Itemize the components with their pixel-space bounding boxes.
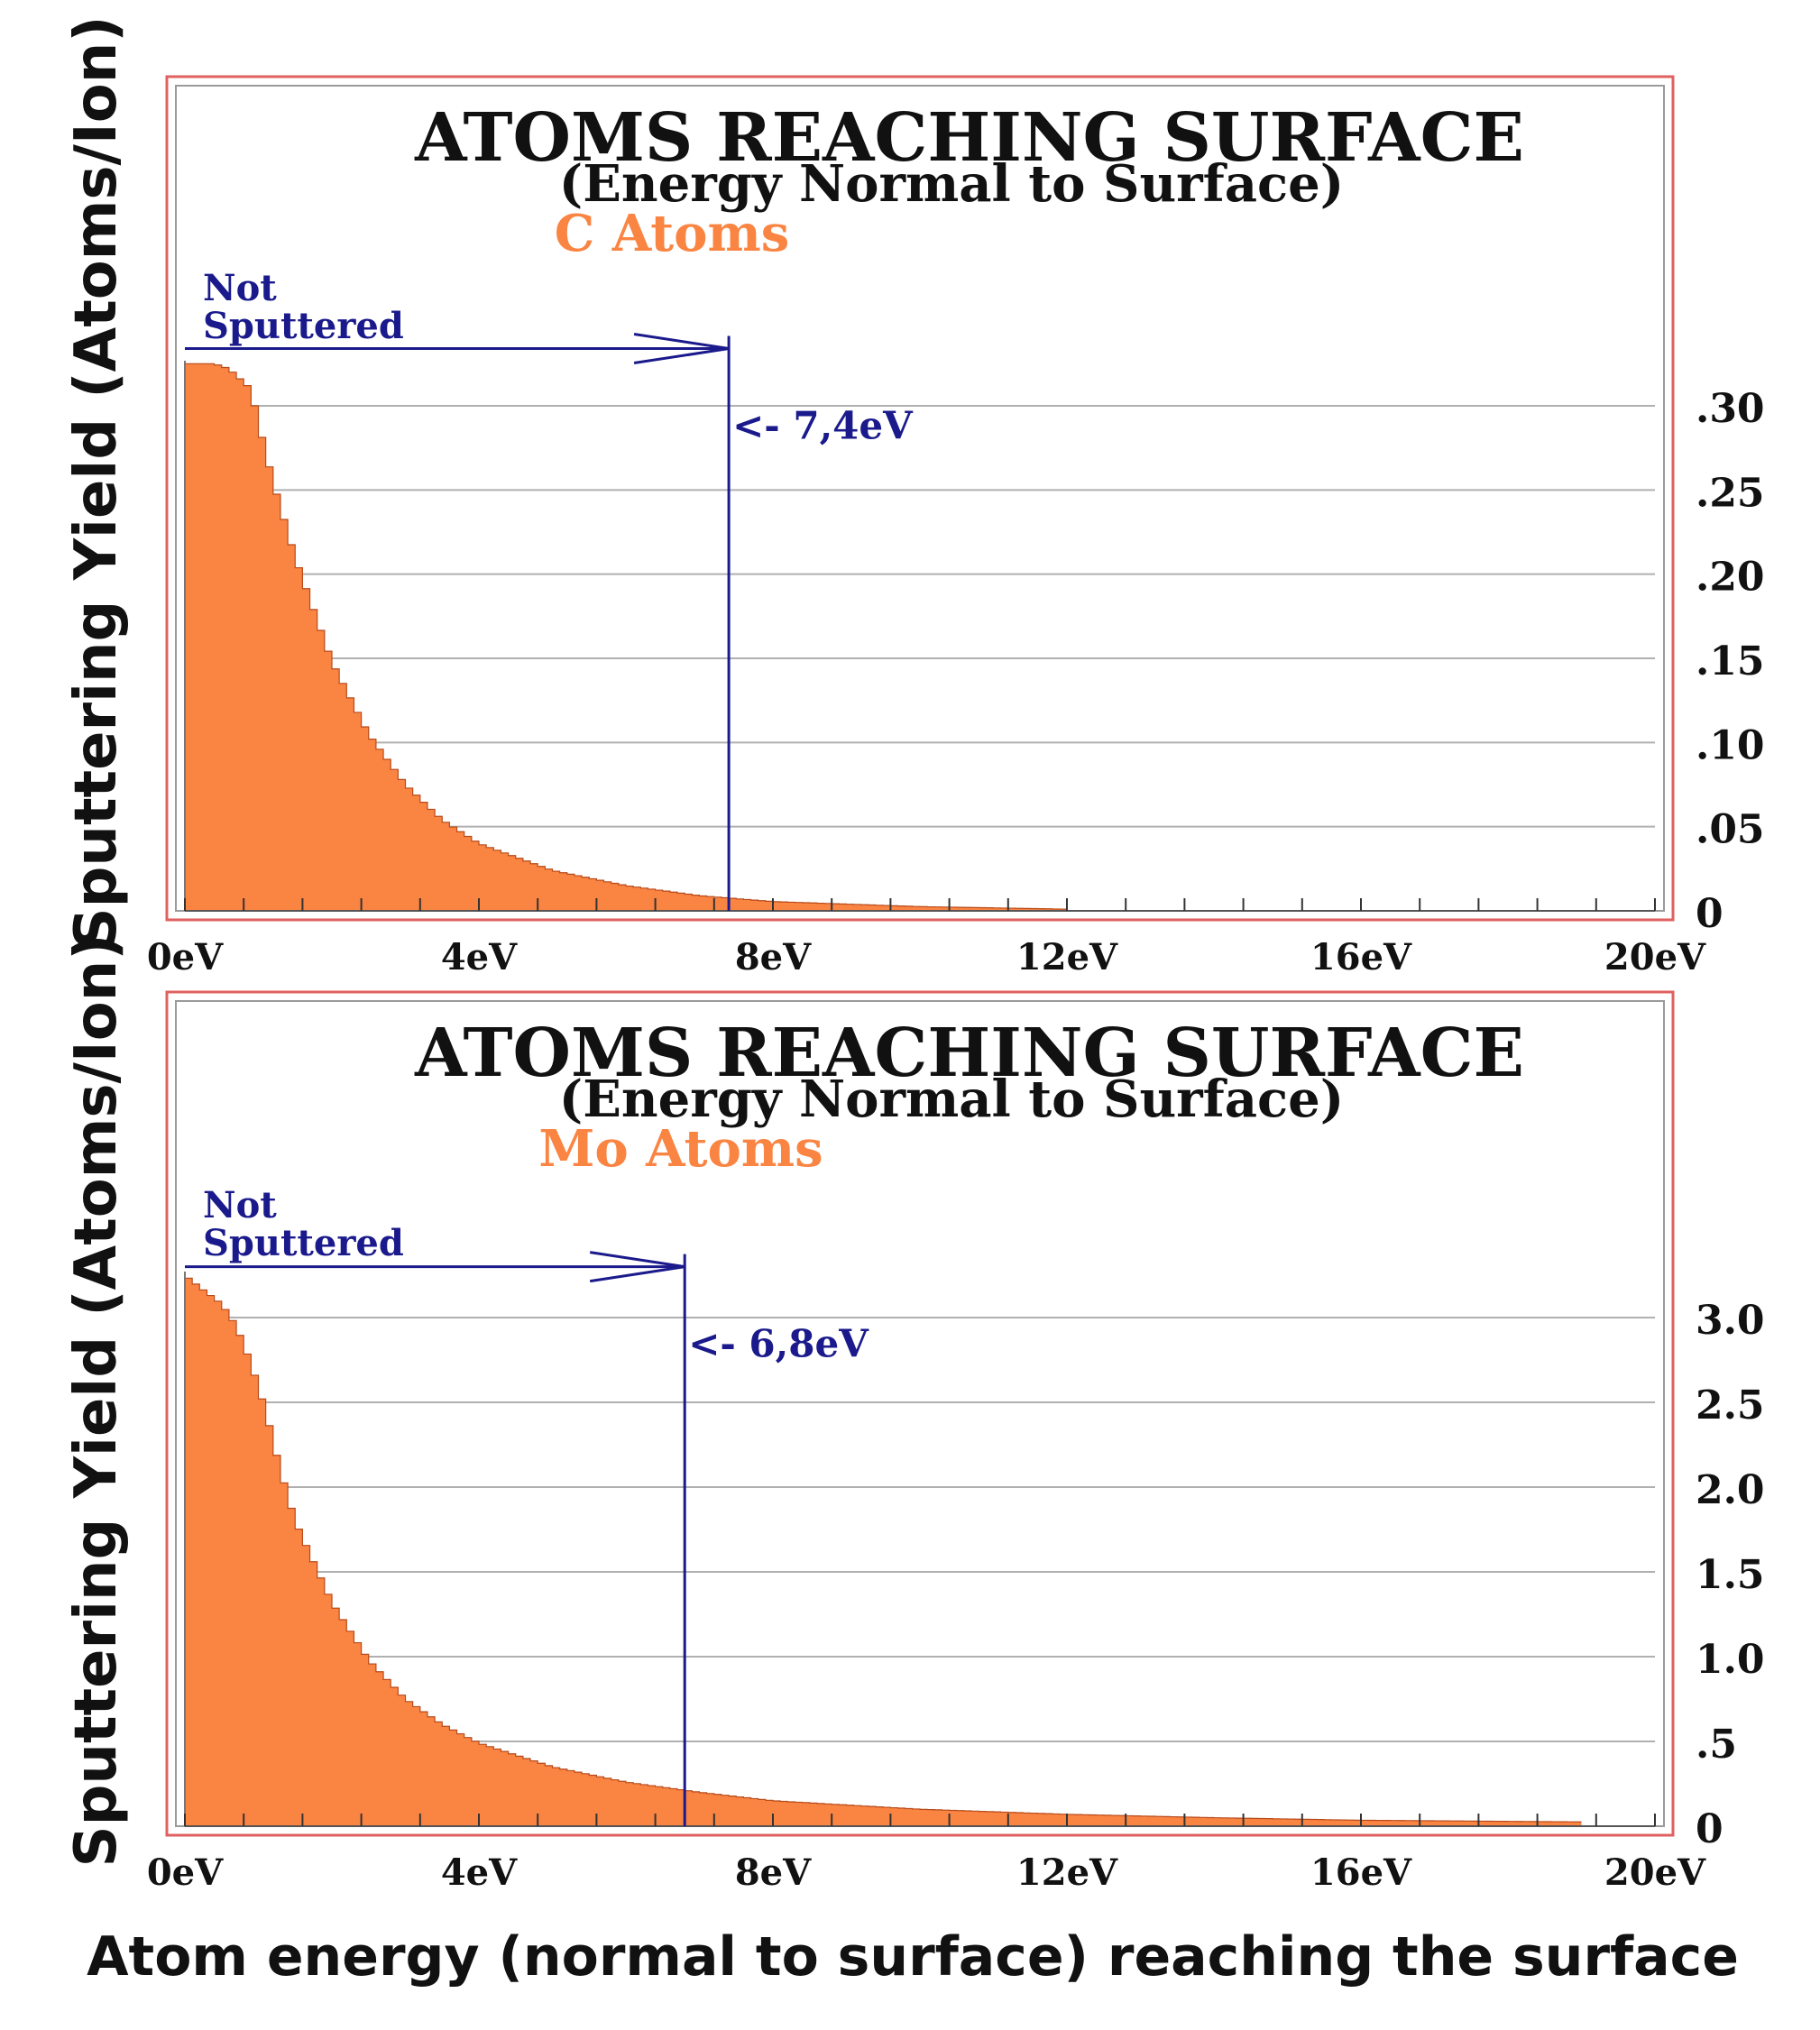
y-tick-label: .10 xyxy=(1696,722,1765,768)
y-tick-label: .25 xyxy=(1696,470,1765,516)
x-tick-label: 0eV xyxy=(147,1851,224,1894)
outer-frame xyxy=(165,990,1675,1837)
not-sputtered-label: Sputtered xyxy=(203,1222,404,1264)
threshold-label: <- 7,4eV xyxy=(732,404,914,448)
x-tick-label: 12eV xyxy=(1016,1851,1118,1894)
y-axis-label-top: Sputtering Yield (Atoms/Ion) xyxy=(63,15,130,949)
x-tick-label: 16eV xyxy=(1310,1851,1412,1894)
y-tick-label: 2.0 xyxy=(1696,1467,1765,1513)
species-label: C Atoms xyxy=(555,204,790,263)
x-tick-label: 4eV xyxy=(441,936,518,978)
x-tick-label: 8eV xyxy=(735,936,812,978)
y-tick-label: 1.0 xyxy=(1696,1637,1765,1683)
not-sputtered-label: Sputtered xyxy=(203,305,404,347)
outer-frame xyxy=(165,75,1675,922)
histogram-outline xyxy=(184,363,1067,910)
x-tick-label: 20eV xyxy=(1604,936,1706,978)
y-tick-label: 0 xyxy=(1696,891,1723,937)
x-axis-label: Atom energy (normal to surface) reaching… xyxy=(87,1925,1739,1989)
y-tick-label: .15 xyxy=(1696,638,1765,684)
not-sputtered-label: Not xyxy=(203,1184,277,1226)
x-tick-label: 16eV xyxy=(1310,936,1412,978)
histogram-bars xyxy=(185,1278,1582,1826)
y-tick-label: .5 xyxy=(1696,1722,1737,1768)
histogram-bars xyxy=(185,363,1067,912)
x-tick-label: 12eV xyxy=(1016,936,1118,978)
x-tick-label: 4eV xyxy=(441,1851,518,1894)
y-tick-label: 1.5 xyxy=(1696,1552,1765,1598)
y-axis-label-bottom: Sputtering Yield (Atoms/Ion) xyxy=(63,933,130,1867)
y-tick-label: 2.5 xyxy=(1696,1382,1765,1428)
chart-subtitle: (Energy Normal to Surface) xyxy=(559,154,1345,214)
chart-title: ATOMS REACHING SURFACE xyxy=(414,99,1524,177)
y-tick-label: 0 xyxy=(1696,1806,1723,1852)
histogram-outline xyxy=(185,1277,1582,1823)
species-label: Mo Atoms xyxy=(538,1119,823,1179)
x-tick-label: 0eV xyxy=(147,936,224,978)
x-tick-label: 8eV xyxy=(735,1851,812,1894)
chart-subtitle: (Energy Normal to Surface) xyxy=(559,1070,1345,1129)
not-sputtered-label: Not xyxy=(203,267,277,309)
threshold-label: <- 6,8eV xyxy=(688,1322,869,1366)
x-tick-label: 20eV xyxy=(1604,1851,1706,1894)
y-tick-label: .30 xyxy=(1696,386,1765,432)
chart-title: ATOMS REACHING SURFACE xyxy=(414,1015,1524,1092)
y-tick-label: 3.0 xyxy=(1696,1298,1765,1344)
y-tick-label: .05 xyxy=(1696,807,1765,853)
y-tick-label: .20 xyxy=(1696,555,1765,601)
